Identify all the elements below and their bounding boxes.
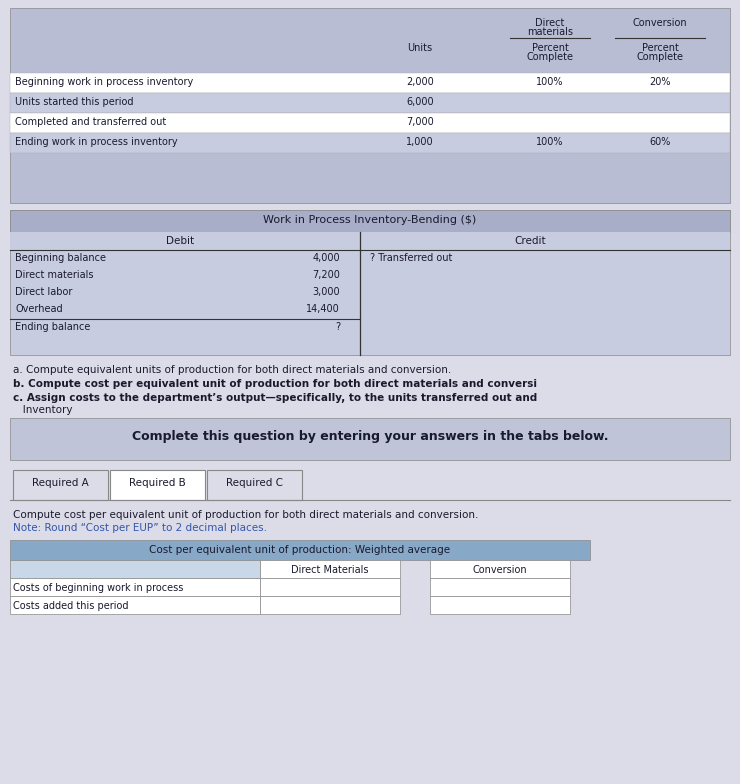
Text: Direct labor: Direct labor [15,287,73,297]
Bar [10,578,260,596]
Bar [10,540,590,560]
Bar [10,232,730,250]
Bar [10,73,730,93]
Bar [10,210,730,232]
Bar [110,470,205,500]
Text: ?: ? [335,322,340,332]
Text: Inventory: Inventory [13,405,73,415]
Text: 14,400: 14,400 [306,304,340,314]
Text: Direct Materials: Direct Materials [292,565,369,575]
Text: Cost per equivalent unit of production: Weighted average: Cost per equivalent unit of production: … [149,545,451,555]
Text: Compute cost per equivalent unit of production for both direct materials and con: Compute cost per equivalent unit of prod… [13,510,478,520]
Text: Required C: Required C [226,478,283,488]
Bar [10,133,730,153]
Text: Completed and transferred out: Completed and transferred out [15,117,167,127]
Text: 4,000: 4,000 [312,253,340,263]
Text: 6,000: 6,000 [406,97,434,107]
Bar [13,470,108,500]
Text: materials: materials [527,27,573,37]
Text: a. Compute equivalent units of production for both direct materials and conversi: a. Compute equivalent units of productio… [13,365,451,375]
Bar [10,8,730,203]
Text: Complete: Complete [526,52,574,62]
Text: 7,000: 7,000 [406,117,434,127]
Bar [10,560,260,578]
Text: 60%: 60% [649,137,670,147]
Bar [260,560,400,578]
Bar [430,560,570,578]
Bar [10,210,730,355]
Text: 1,000: 1,000 [406,137,434,147]
Bar [260,578,400,596]
Text: Direct: Direct [535,18,565,28]
Bar [430,596,570,614]
Text: 7,200: 7,200 [312,270,340,280]
Text: Credit: Credit [514,236,546,246]
Text: 100%: 100% [536,77,564,87]
Text: Beginning work in process inventory: Beginning work in process inventory [15,77,193,87]
Bar [10,596,260,614]
Bar [10,93,730,113]
Text: Ending balance: Ending balance [15,322,90,332]
Bar [10,418,730,460]
Text: Percent: Percent [531,43,568,53]
Text: Overhead: Overhead [15,304,63,314]
Text: 100%: 100% [536,137,564,147]
Text: Units started this period: Units started this period [15,97,133,107]
Text: Costs of beginning work in process: Costs of beginning work in process [13,583,184,593]
Bar [430,578,570,596]
Text: Direct materials: Direct materials [15,270,93,280]
Bar [10,113,730,133]
Text: Note: Round “Cost per EUP” to 2 decimal places.: Note: Round “Cost per EUP” to 2 decimal … [13,523,267,533]
Text: Units: Units [408,43,433,53]
Text: Conversion: Conversion [633,18,687,28]
Text: Debit: Debit [166,236,194,246]
Text: c. Assign costs to the department’s output—specifically, to the units transferre: c. Assign costs to the department’s outp… [13,393,537,403]
Bar [260,596,400,614]
Text: Complete: Complete [636,52,684,62]
Text: Complete this question by entering your answers in the tabs below.: Complete this question by entering your … [132,430,608,443]
Text: Ending work in process inventory: Ending work in process inventory [15,137,178,147]
Text: Percent: Percent [642,43,679,53]
Text: b. Compute cost per equivalent unit of production for both direct materials and : b. Compute cost per equivalent unit of p… [13,379,537,389]
Text: 3,000: 3,000 [312,287,340,297]
Text: Beginning balance: Beginning balance [15,253,106,263]
Text: Work in Process Inventory-Bending ($): Work in Process Inventory-Bending ($) [263,215,477,225]
Text: Conversion: Conversion [473,565,528,575]
Text: Required B: Required B [129,478,186,488]
Text: 20%: 20% [649,77,670,87]
Text: 2,000: 2,000 [406,77,434,87]
Text: Required A: Required A [32,478,89,488]
Text: ? Transferred out: ? Transferred out [370,253,452,263]
Text: Costs added this period: Costs added this period [13,601,129,611]
Bar [207,470,302,500]
